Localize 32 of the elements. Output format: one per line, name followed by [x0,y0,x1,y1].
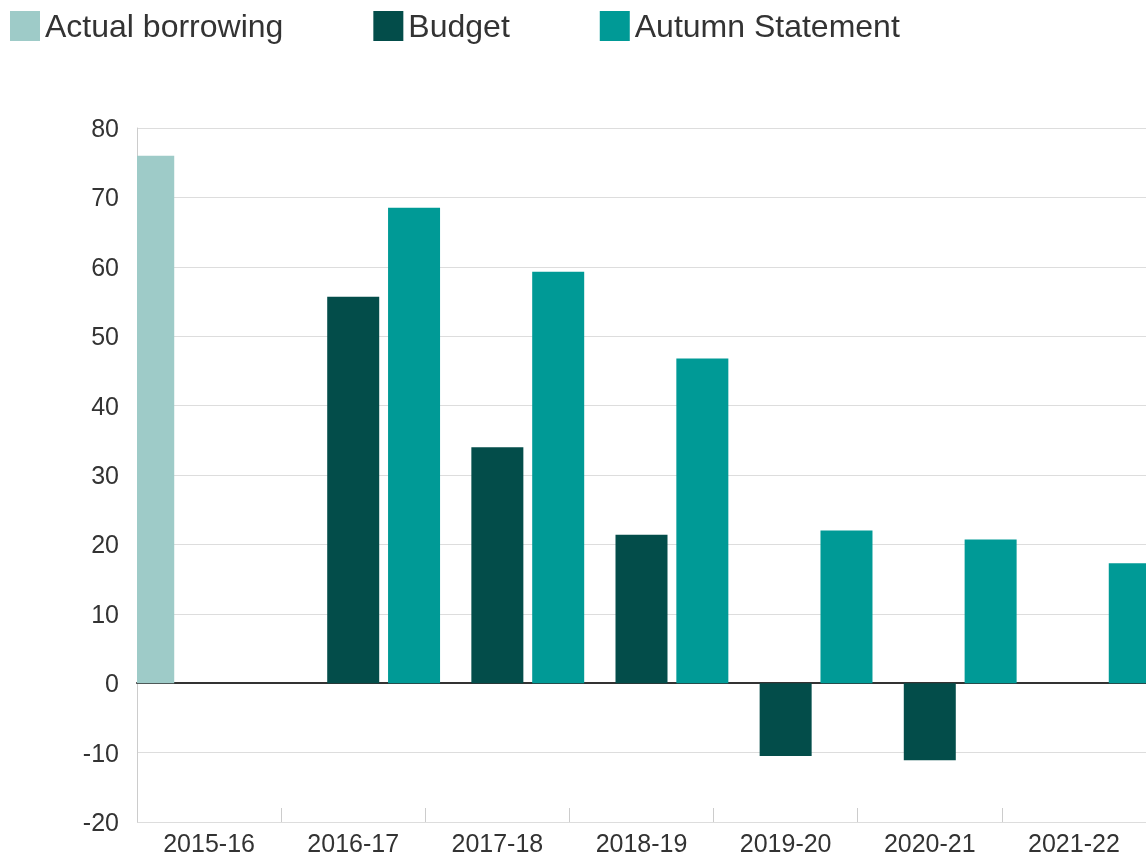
x-tick-label: 2015-16 [163,828,255,857]
bar [964,539,1017,684]
bar [903,683,956,761]
x-tick-label: 2016-17 [307,828,400,857]
legend-label: Autumn Statement [634,8,900,44]
bar [820,530,873,684]
y-tick-label: 20 [91,530,119,559]
x-tick-label: 2021-22 [1028,828,1120,857]
y-tick-label: 30 [91,461,119,489]
bar [676,358,729,684]
bar [471,447,524,684]
legend-label: Actual borrowing [45,8,284,44]
y-tick-label: -10 [82,738,119,767]
bar [532,271,585,684]
y-tick-label: -20 [82,808,119,836]
y-tick-label: 40 [91,391,119,420]
bar [615,534,668,684]
bar [327,296,380,684]
y-tick-label: 50 [91,322,119,351]
x-tick-label: 2018-19 [595,828,688,857]
bar [388,207,441,684]
x-tick-label: 2017-18 [451,828,544,857]
bar [759,683,812,757]
bar [137,155,175,684]
legend-label: Budget [408,8,510,44]
y-tick-label: 0 [105,669,119,698]
y-tick-label: 60 [91,252,119,281]
y-tick-label: 80 [91,114,119,142]
y-tick-label: 10 [91,599,119,628]
x-tick-label: 2020-21 [883,828,976,857]
y-tick-label: 70 [91,183,119,212]
x-tick-label: 2019-20 [739,828,832,857]
